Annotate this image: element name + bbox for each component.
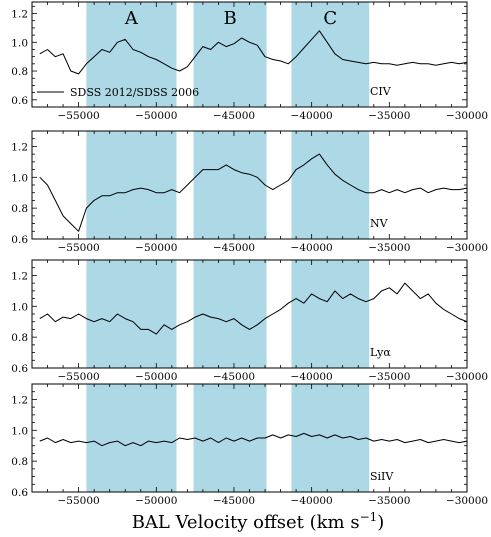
legend-label: SDSS 2012/SDSS 2006 — [70, 86, 199, 99]
x-tick-label-siiv: −55000 — [58, 495, 100, 507]
x-tick-label-lya: −50000 — [135, 371, 177, 383]
gap-strip-2-lya — [266, 260, 292, 368]
y-tick-label-lya: 1.2 — [11, 270, 28, 282]
panel-label-civ: CIV — [370, 85, 392, 98]
gap-strip-2-civ — [266, 2, 292, 107]
x-tick-label-nv: −35000 — [368, 242, 410, 254]
series-line-nv — [39, 153, 467, 232]
y-tick-label-civ: 0.6 — [11, 95, 28, 107]
shaded-region-fill-c-lya — [291, 260, 370, 368]
shaded-region-fill-a-siiv — [86, 384, 177, 492]
shaded-region-fill-b-nv — [193, 131, 267, 239]
panel-lya: −55000 −50000 −45000 −40000 −35000 −30000 0.6 0… — [11, 259, 488, 383]
x-tick-label-lya: −55000 — [58, 371, 100, 383]
y-tick-label-siiv: 0.8 — [11, 456, 28, 468]
shaded-region-fill-a-civ — [86, 2, 177, 107]
shaded-region-fill-c-civ — [291, 2, 370, 107]
x-tick-label-civ: −30000 — [446, 110, 488, 122]
panels-group: −55000 −50000 −45000 −40000 −35000 −30000 0.6 0… — [11, 1, 488, 507]
gap-strip-1-lya — [176, 260, 194, 368]
x-tick-label-siiv: −45000 — [213, 495, 255, 507]
x-tick-label-siiv: −35000 — [368, 495, 410, 507]
x-tick-label-lya: −40000 — [291, 371, 333, 383]
y-tick-label-lya: 1.0 — [11, 301, 28, 313]
region-label-a: A — [124, 8, 139, 29]
gap-strip-2-nv — [266, 131, 292, 239]
shaded-region-fill-a-nv — [86, 131, 177, 239]
region-label-b: B — [223, 8, 236, 29]
shaded-region-fill-b-lya — [193, 260, 267, 368]
x-tick-label-civ: −50000 — [135, 110, 177, 122]
y-tick-label-civ: 0.8 — [11, 66, 28, 78]
x-tick-label-nv: −30000 — [446, 242, 488, 254]
x-tick-label-civ: −40000 — [291, 110, 333, 122]
series-line-civ — [39, 30, 467, 75]
x-tick-label-siiv: −40000 — [291, 495, 333, 507]
region-label-c: C — [323, 8, 337, 29]
x-tick-label-lya: −30000 — [446, 371, 488, 383]
panel-label-lya: Lyα — [370, 346, 391, 359]
y-tick-label-nv: 1.0 — [11, 172, 28, 184]
gap-strip-2-siiv — [266, 384, 292, 492]
gap-strip-0-siiv — [47, 384, 87, 492]
x-tick-label-civ: −45000 — [213, 110, 255, 122]
x-tick-label-nv: −50000 — [135, 242, 177, 254]
shaded-region-fill-c-siiv — [291, 384, 370, 492]
y-tick-label-siiv: 1.0 — [11, 425, 28, 437]
x-tick-label-siiv: −50000 — [135, 495, 177, 507]
panel-siiv: −55000 −50000 −45000 −40000 −35000 −30000 0.6 0… — [11, 383, 488, 507]
shaded-region-fill-b-civ — [193, 2, 267, 107]
gap-strip-0-nv — [47, 131, 87, 239]
x-tick-label-nv: −55000 — [58, 242, 100, 254]
x-tick-label-lya: −35000 — [368, 371, 410, 383]
shaded-region-fill-a-lya — [86, 260, 177, 368]
series-line-lya — [39, 282, 467, 335]
y-tick-label-nv: 0.6 — [11, 234, 28, 246]
x-axis-title-main: BAL Velocity offset (km s — [132, 512, 360, 533]
series-line-siiv — [39, 432, 467, 447]
y-tick-label-lya: 0.6 — [11, 363, 28, 375]
x-axis-title-close: ) — [377, 512, 384, 533]
gap-strip-1-civ — [176, 2, 194, 107]
y-tick-label-nv: 1.2 — [11, 141, 28, 153]
gap-strip-1-nv — [176, 131, 194, 239]
y-tick-label-nv: 0.8 — [11, 203, 28, 215]
shaded-region-fill-b-siiv — [193, 384, 267, 492]
x-tick-label-civ: −35000 — [368, 110, 410, 122]
gap-strip-1-siiv — [176, 384, 194, 492]
shaded-region-fill-c-nv — [291, 131, 370, 239]
y-tick-label-lya: 0.8 — [11, 332, 28, 344]
panel-label-nv: NV — [370, 217, 389, 230]
y-tick-label-civ: 1.2 — [11, 9, 28, 21]
gap-strip-0-civ — [47, 2, 87, 107]
x-tick-label-nv: −40000 — [291, 242, 333, 254]
x-tick-label-civ: −55000 — [58, 110, 100, 122]
gap-strip-0-lya — [47, 260, 87, 368]
panel-label-siiv: SiIV — [370, 470, 394, 483]
panel-civ: −55000 −50000 −45000 −40000 −35000 −30000 0.6 0… — [11, 1, 488, 122]
x-axis-title-unit-sup: −1 — [360, 510, 378, 524]
x-tick-label-siiv: −30000 — [446, 495, 488, 507]
panel-nv: −55000 −50000 −45000 −40000 −35000 −30000 0.6 0… — [11, 130, 488, 254]
y-tick-label-siiv: 0.6 — [11, 487, 28, 499]
x-tick-label-nv: −45000 — [213, 242, 255, 254]
y-tick-label-siiv: 1.2 — [11, 394, 28, 406]
x-tick-label-lya: −45000 — [213, 371, 255, 383]
x-axis-title: BAL Velocity offset (km s−1) — [132, 510, 385, 533]
y-tick-label-civ: 1.0 — [11, 37, 28, 49]
